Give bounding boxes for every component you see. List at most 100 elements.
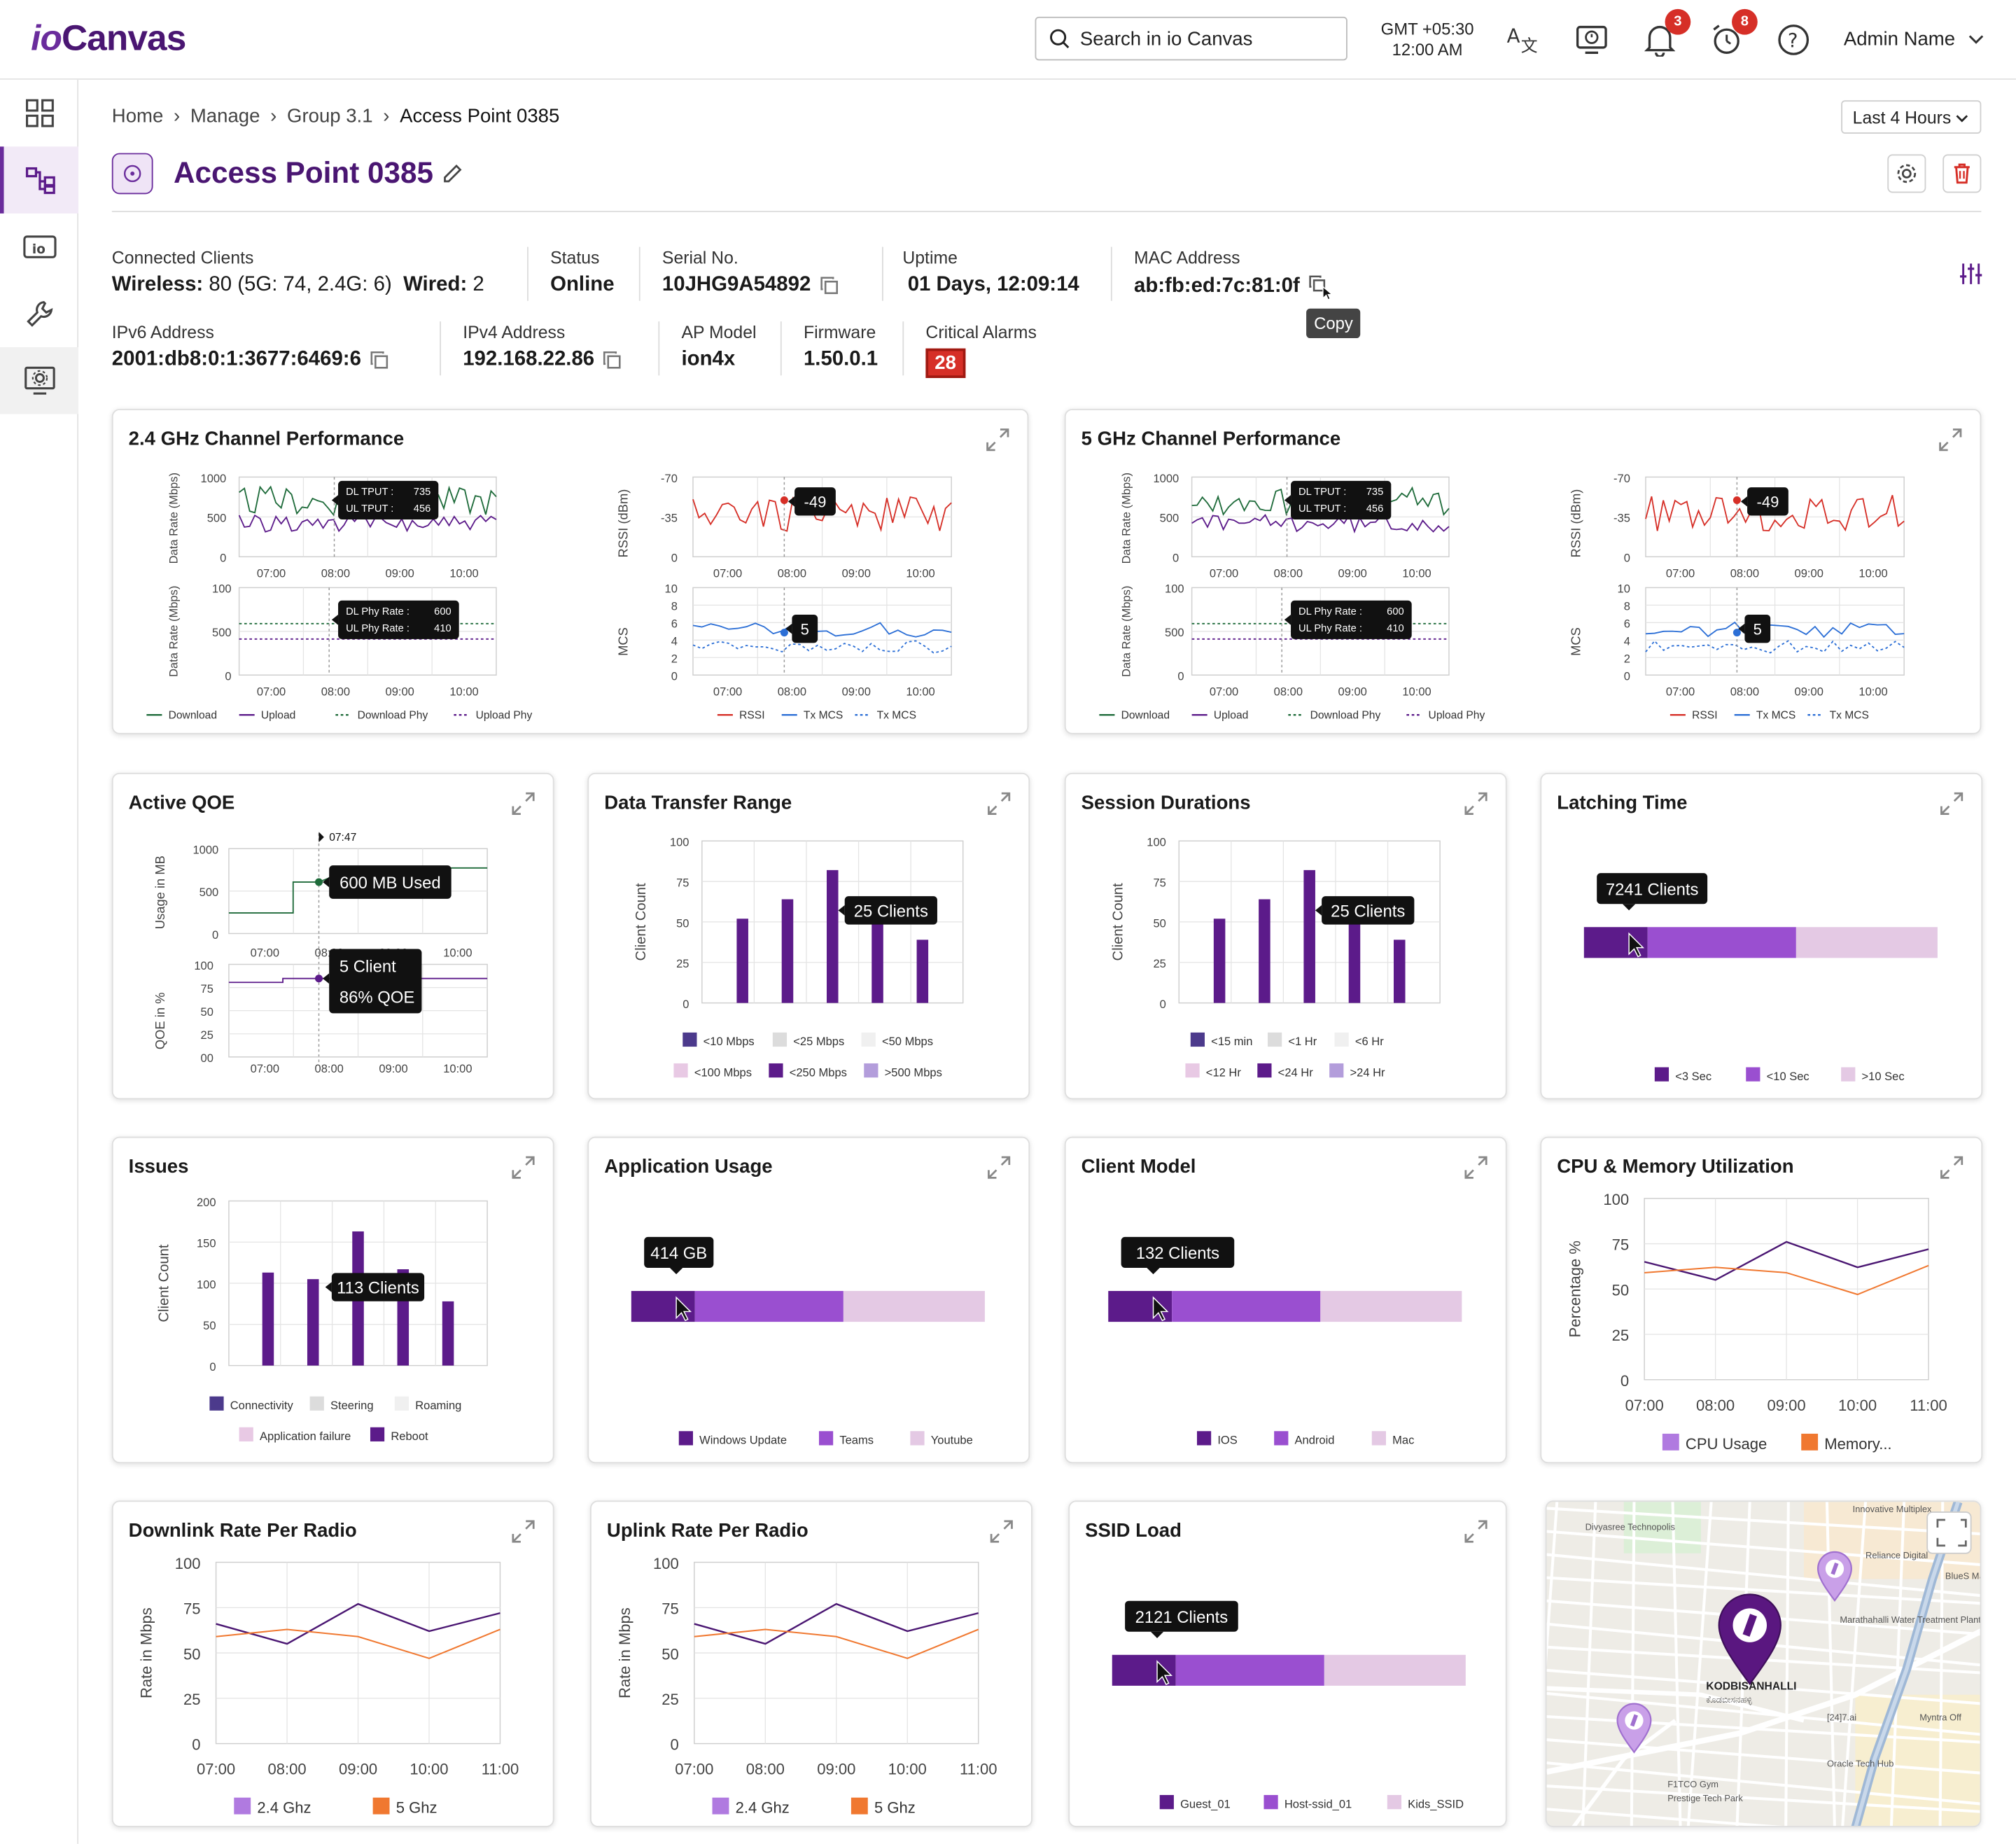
x-tick: 09:00	[1795, 567, 1823, 580]
tooltip-arrow	[1738, 623, 1745, 634]
sidebar-item-manage[interactable]	[0, 146, 79, 214]
x-tick: 10:00	[1838, 1397, 1877, 1414]
legend-label: <1 Hr	[1288, 1035, 1317, 1048]
expand-icon[interactable]	[990, 1520, 1013, 1543]
breadcrumb-manage[interactable]: Manage	[190, 105, 260, 127]
y-axis-label: Data Rate (Mbps)	[1119, 586, 1133, 677]
legend-swatch	[1371, 1431, 1386, 1446]
expand-icon[interactable]	[986, 428, 1009, 452]
stack-segment[interactable]	[694, 1291, 844, 1322]
stack-segment[interactable]	[843, 1291, 985, 1322]
map-road	[1671, 1502, 1682, 1826]
bar[interactable]	[1213, 918, 1226, 1003]
fullscreen-button[interactable]	[1926, 1511, 1972, 1554]
legend-swatch	[1841, 1067, 1856, 1082]
notifications-button[interactable]: 3	[1642, 8, 1691, 57]
sidebar-item-tools[interactable]	[0, 280, 78, 347]
map-road	[1572, 1719, 1676, 1826]
tooltip-text: 25 Clients	[1331, 902, 1405, 921]
stack-segment[interactable]	[1175, 1654, 1324, 1686]
bar[interactable]	[872, 914, 883, 1003]
chevron-right-icon: ›	[383, 105, 390, 127]
bar[interactable]	[1393, 940, 1406, 1003]
expand-icon[interactable]	[988, 1156, 1011, 1179]
expand-icon[interactable]	[1940, 792, 1963, 816]
tooltip-box	[1597, 873, 1708, 904]
expand-icon[interactable]	[1464, 1520, 1488, 1543]
rssi-series	[1645, 495, 1905, 532]
pencil-icon	[444, 164, 462, 183]
map-label: Oracle Tech Hub	[1827, 1759, 1893, 1769]
logo[interactable]: ioCanvas	[31, 18, 186, 60]
expand-icon[interactable]	[1939, 428, 1962, 452]
breadcrumb-home[interactable]: Home	[111, 105, 164, 127]
map-pin-icon[interactable]	[1616, 1703, 1652, 1754]
bar[interactable]	[826, 869, 839, 1003]
expand-icon[interactable]	[512, 1520, 535, 1543]
sidebar-item-system[interactable]	[0, 347, 79, 414]
bar[interactable]	[736, 918, 748, 1003]
stack-segment[interactable]	[1795, 927, 1938, 958]
help-button[interactable]: ?	[1775, 22, 1811, 57]
tooltip-value: 735	[414, 487, 431, 498]
bar[interactable]	[307, 1279, 319, 1366]
map-pin-icon[interactable]	[1718, 1593, 1782, 1686]
breadcrumb-group[interactable]: Group 3.1	[287, 105, 373, 127]
x-tick: 10:00	[1402, 567, 1431, 580]
bar[interactable]	[1348, 914, 1361, 1003]
y-tick: 500	[1165, 626, 1184, 639]
sidebar-item-io[interactable]: io	[0, 214, 78, 281]
connected-clients: Connected Clients Wireless: 80 (5G: 74, 2…	[112, 248, 484, 297]
legend-label: <250 Mbps	[790, 1066, 847, 1079]
map-card[interactable]: Innovative Multiplex Divyasree Technopoli…	[1545, 1500, 1982, 1827]
stack-segment[interactable]	[1647, 927, 1796, 958]
user-menu[interactable]: Admin Name	[1844, 28, 1984, 50]
copy-icon[interactable]	[369, 350, 389, 370]
settings-button[interactable]	[1887, 154, 1926, 193]
stack-segment[interactable]	[1324, 1654, 1466, 1686]
alarms-button[interactable]: 8	[1709, 8, 1758, 57]
customize-button[interactable]	[1958, 261, 1984, 293]
x-tick: 08:00	[778, 567, 806, 580]
bar[interactable]	[442, 1301, 454, 1366]
monitor-button[interactable]	[1574, 22, 1609, 57]
copy-icon[interactable]	[1308, 274, 1334, 300]
tooltip-box	[1744, 614, 1771, 643]
bar[interactable]	[1303, 869, 1315, 1003]
map-pin-icon[interactable]	[1816, 1551, 1852, 1602]
bar[interactable]	[262, 1272, 274, 1366]
chart-svg: 200 150 100 50 0 Client Count 113 Clients Conne…	[157, 1196, 488, 1443]
y-tick: 0	[225, 670, 231, 683]
stack-segment[interactable]	[1320, 1291, 1462, 1322]
expand-icon[interactable]	[1464, 792, 1488, 816]
bar[interactable]	[1259, 899, 1270, 1003]
edit-title-button[interactable]	[441, 162, 464, 191]
alarms-badge[interactable]: 28	[925, 348, 965, 378]
expand-icon[interactable]	[512, 792, 535, 816]
tooltip-box	[1121, 1236, 1235, 1268]
chart-svg: 100 75 50 25 0 Client Count 25 Clients <10 Mbps…	[634, 836, 964, 1079]
x-tick: 08:00	[1730, 567, 1759, 580]
copy-icon[interactable]	[602, 350, 622, 370]
expand-icon[interactable]	[988, 792, 1011, 816]
expand-icon[interactable]	[512, 1156, 535, 1179]
legend-swatch	[1267, 1032, 1282, 1047]
wired-label: Wired:	[403, 274, 468, 296]
copy-icon[interactable]	[818, 275, 839, 295]
y-tick: -70	[661, 472, 678, 485]
y-axis-label: Rate in Mbps	[616, 1607, 634, 1698]
x-tick: 11:00	[1910, 1397, 1947, 1414]
delete-button[interactable]	[1942, 154, 1982, 193]
bar[interactable]	[916, 940, 929, 1003]
ipv4-label: IPv4 Address	[463, 323, 566, 342]
search-input[interactable]: Search in io Canvas	[1035, 16, 1348, 61]
legend-swatch	[1334, 1032, 1349, 1047]
bar[interactable]	[781, 899, 794, 1003]
sidebar-item-dashboard[interactable]	[0, 80, 78, 147]
expand-icon[interactable]	[1464, 1156, 1488, 1179]
stack-segment[interactable]	[1172, 1291, 1321, 1322]
x-tick: 10:00	[449, 567, 478, 580]
time-range-select[interactable]: Last 4 Hours	[1841, 100, 1982, 134]
expand-icon[interactable]	[1940, 1156, 1963, 1179]
